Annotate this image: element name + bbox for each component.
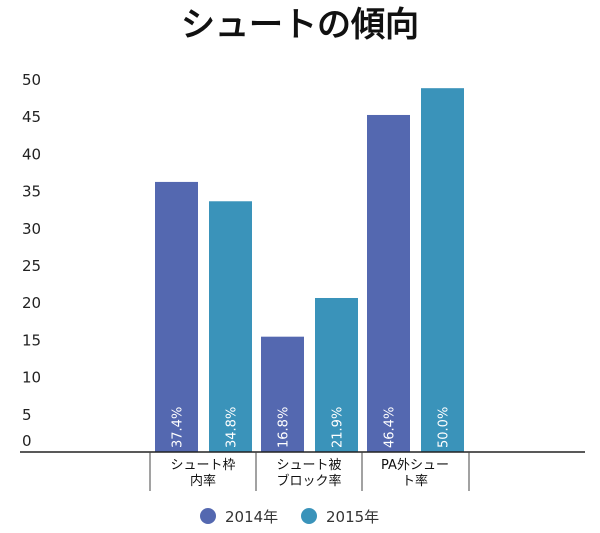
y-tick-label: 40	[22, 145, 41, 163]
bar	[155, 181, 198, 453]
bar	[421, 88, 464, 453]
legend-swatch	[301, 508, 317, 524]
y-axis: 0 5 10 15 20 25 30 35 40 45 50	[22, 71, 41, 450]
data-label: 21.9%	[331, 407, 346, 448]
data-label: 50.0%	[437, 407, 452, 448]
chart-title: シュートの傾向	[181, 5, 419, 45]
y-tick-label: 15	[22, 331, 41, 349]
bar	[315, 297, 358, 452]
data-label: 16.8%	[277, 407, 292, 448]
legend-label: 2015年	[326, 508, 379, 526]
bar	[261, 336, 304, 452]
data-label: 34.8%	[225, 407, 240, 448]
category-label: シュート被	[276, 458, 341, 473]
y-tick-label: 45	[22, 108, 41, 126]
y-tick-label: 0	[22, 432, 32, 450]
y-tick-label: 30	[22, 220, 41, 238]
category-label: シュート枠	[170, 458, 235, 473]
y-tick-label: 10	[22, 369, 41, 387]
category-label: 内率	[190, 473, 216, 489]
category-label: PA外シュー	[381, 458, 449, 473]
bar	[367, 114, 410, 452]
y-tick-label: 20	[22, 294, 41, 312]
y-tick-label: 5	[22, 406, 32, 424]
legend-label: 2014年	[225, 508, 278, 526]
data-label: 37.4%	[171, 407, 186, 448]
y-tick-label: 35	[22, 183, 41, 201]
category-label: ト率	[402, 473, 428, 489]
bar	[209, 201, 252, 452]
category-label: ブロック率	[276, 473, 341, 489]
y-tick-label: 25	[22, 257, 41, 275]
data-label: 46.4%	[383, 407, 398, 448]
legend-swatch	[200, 508, 216, 524]
bars: 37.4% 34.8% 16.8% 21.9% 46.4% 50.0%	[155, 88, 464, 453]
legend: 2014年 2015年	[200, 508, 379, 526]
y-tick-label: 50	[22, 71, 41, 89]
